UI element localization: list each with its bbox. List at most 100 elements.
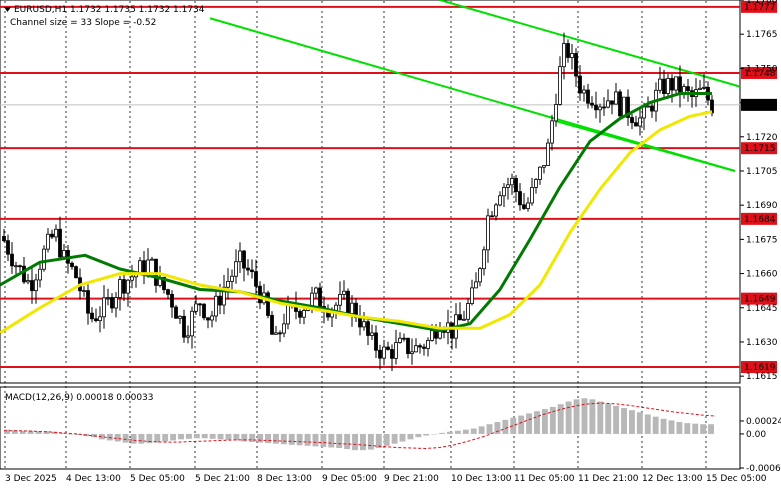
candle-body (370, 332, 374, 336)
candle-body (194, 303, 198, 312)
candle-body (586, 89, 590, 104)
level-badge (741, 292, 777, 305)
candle-body (474, 281, 478, 289)
candle-body (350, 302, 354, 314)
candle-body (506, 184, 510, 188)
candle-body (642, 106, 646, 119)
candle-body (30, 280, 34, 292)
candle-body (246, 267, 250, 271)
macd-bar (114, 433, 121, 442)
candle-body (106, 297, 110, 299)
macd-bar (700, 424, 707, 434)
candle-body (278, 332, 282, 335)
macd-bar (644, 414, 651, 434)
candle-body (406, 337, 410, 354)
macd-bar (193, 433, 200, 439)
header-dropdown-icon[interactable] (4, 7, 11, 12)
x-tick-label: 4 Dec 13:00 (66, 474, 121, 484)
macd-bar (407, 433, 414, 440)
candle-body (254, 271, 258, 287)
candle-body (338, 293, 342, 306)
candle-body (526, 202, 530, 209)
candle-body (358, 317, 362, 328)
candle-body (626, 96, 630, 118)
macd-bar (209, 433, 216, 439)
candle-body (418, 345, 422, 348)
candle-body (382, 346, 386, 359)
macd-bar (352, 433, 358, 451)
macd-bar (518, 415, 525, 434)
candle-body (602, 106, 606, 109)
candle-body (170, 293, 174, 308)
macd-bar (628, 410, 635, 434)
candle-body (614, 91, 618, 105)
macd-bar (439, 432, 446, 434)
macd-bar (462, 429, 469, 434)
candle-body (198, 303, 202, 306)
candle-body (174, 306, 178, 319)
candle-body (230, 275, 234, 282)
macd-bar (652, 416, 659, 434)
macd-bar (494, 422, 501, 434)
y-tick-label: 1.1765 (746, 30, 778, 40)
level-badge (741, 361, 777, 374)
candle-body (422, 346, 426, 349)
header-channel: Channel size = 33 Slope = -0.52 (10, 18, 156, 28)
candle-body (486, 215, 490, 251)
channel-line (554, 119, 736, 172)
candle-body (110, 297, 114, 309)
macd-bar (423, 433, 430, 436)
macd-bar (75, 433, 82, 436)
candle-body (666, 78, 670, 94)
x-tick-label: 9 Dec 05:00 (322, 474, 377, 484)
y-tick-label: 1.1690 (746, 201, 778, 211)
candle-body (686, 86, 690, 92)
macd-bar (399, 433, 406, 442)
x-tick-label: 9 Dec 21:00 (384, 474, 439, 484)
macd-bar (122, 433, 129, 443)
level-label: 1.1684 (744, 215, 776, 225)
candle-body (542, 165, 546, 168)
candle-body (610, 100, 614, 105)
candle-body (334, 304, 338, 311)
macd-bar (541, 409, 548, 434)
macd-bar (257, 433, 264, 443)
macd-bar (336, 433, 343, 448)
candle-body (634, 122, 638, 127)
candle-body (234, 261, 238, 277)
macd-bar (304, 433, 311, 446)
x-axis: 3 Dec 2025 4 Dec 13:00 5 Dec 05:00 5 Dec 21… (5, 474, 767, 484)
macd-bar (272, 433, 279, 444)
candle-body (10, 253, 14, 267)
macd-signal-line (4, 402, 717, 450)
candle-body (558, 66, 562, 105)
candle-body (534, 179, 538, 188)
candle-body (218, 295, 222, 306)
level-label: 1.1619 (744, 363, 776, 373)
candle-body (314, 287, 318, 294)
macd-bar (534, 411, 540, 434)
candle-body (258, 285, 262, 304)
macd-bar (146, 433, 153, 444)
candle-body (566, 43, 570, 58)
macd-bar (130, 433, 137, 444)
y-tick-label: 1.1750 (746, 64, 778, 74)
candle-body (102, 297, 106, 318)
candle-body (498, 195, 502, 206)
candle-body (470, 287, 474, 304)
level-badge (741, 212, 777, 225)
candle-body (398, 337, 402, 343)
macd-bar (280, 433, 287, 445)
candle-body (126, 279, 130, 294)
candle-body (490, 215, 494, 218)
macd-y-label: 0.00024 (746, 417, 781, 427)
candle-body (310, 292, 314, 306)
macd-bar (621, 408, 627, 434)
macd-bar (27, 430, 34, 434)
current-price-badge (741, 98, 777, 111)
candle-body (186, 335, 190, 338)
macd-bar (296, 433, 303, 446)
candle-body (546, 142, 550, 166)
candle-body (582, 89, 586, 94)
macd-y-label: -0.00063 (746, 464, 781, 474)
